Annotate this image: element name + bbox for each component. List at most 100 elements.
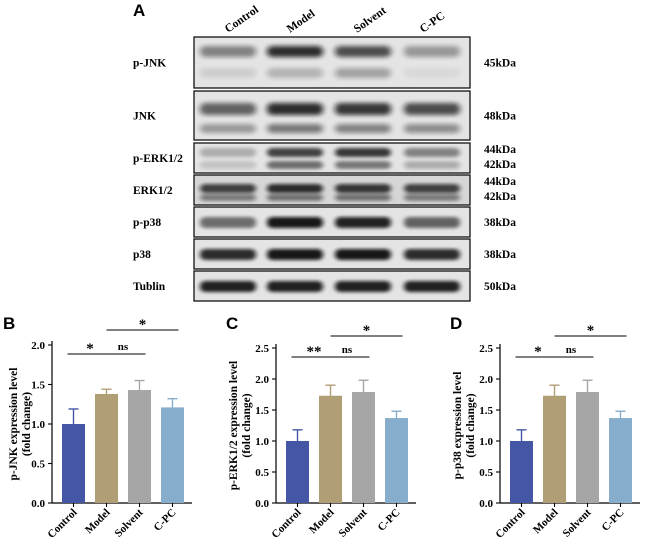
y-tick-label: 1.5: [479, 405, 493, 417]
bar-solvent: [352, 392, 375, 503]
blot-band: [404, 124, 460, 133]
blot-band: [404, 194, 460, 201]
protein-label-tublin: Tublin: [133, 281, 166, 293]
x-tick-label-c-pc: C-PC: [600, 507, 627, 534]
blot-band: [267, 124, 323, 133]
blot-band: [267, 281, 323, 292]
panel-letter-b: B: [3, 314, 16, 333]
blot-band: [267, 46, 323, 57]
panel-letter-a: A: [133, 1, 146, 20]
y-axis-label: p-ERK1/2 expression level(fold change): [228, 361, 253, 490]
significance-label: *: [86, 341, 94, 357]
blot-band: [267, 148, 323, 157]
significance-label: *: [139, 317, 147, 333]
blot-band: [267, 103, 323, 115]
blot-band: [200, 103, 256, 115]
y-tick-label: 1.5: [255, 405, 269, 417]
blot-band: [267, 68, 323, 78]
bar-c-pc: [609, 418, 632, 503]
blot-band: [335, 124, 391, 133]
western-blot-panel: Control Model Solvent C-PC p-JNK 45kDa JNK 48k…: [133, 4, 516, 302]
y-tick-label: 2.5: [255, 343, 269, 355]
x-tick-label-model: Model: [307, 507, 337, 537]
blot-band: [404, 249, 460, 260]
y-tick-label: 0.5: [31, 459, 45, 471]
blot-band: [404, 68, 460, 78]
protein-label-p-jnk: p-JNK: [133, 58, 166, 70]
significance-label: **: [307, 344, 322, 360]
blot-row-p-erk1-2: p-ERK1/2 44kDa 42kDa: [133, 142, 516, 174]
kda-label: 48kDa: [484, 111, 516, 123]
bar-control: [286, 441, 309, 503]
chart-p-erk: p-ERK1/2 expression level(fold change)0.…: [228, 323, 416, 541]
lane-label-solvent: Solvent: [352, 5, 389, 36]
kda-label: 42kDa: [484, 191, 516, 203]
panel-letter-c: C: [226, 314, 239, 333]
x-tick-label-solvent: Solvent: [336, 506, 369, 539]
blot-band: [404, 281, 460, 292]
blot-band: [404, 184, 460, 193]
blot-band: [335, 249, 391, 260]
bar-model: [319, 395, 342, 503]
blot-row-p38: p38 38kDa: [133, 238, 516, 270]
x-tick-label-control: Control: [45, 507, 79, 541]
blot-band: [335, 217, 391, 228]
blot-band: [335, 194, 391, 201]
blot-band: [200, 148, 256, 157]
blot-band: [404, 161, 460, 169]
blot-band: [200, 46, 256, 57]
x-tick-label-solvent: Solvent: [112, 506, 145, 539]
panel-letter-d: D: [450, 314, 463, 333]
x-tick-label-control: Control: [269, 507, 303, 541]
bar-solvent: [576, 392, 599, 503]
significance-label: *: [587, 323, 595, 339]
blot-band: [335, 281, 391, 292]
y-tick-label: 2.0: [31, 340, 45, 352]
x-tick-label-c-pc: C-PC: [376, 507, 403, 534]
kda-label: 44kDa: [484, 144, 516, 156]
blot-band: [267, 194, 323, 201]
blot-band: [335, 103, 391, 115]
x-tick-label-model: Model: [83, 507, 113, 537]
kda-label: 38kDa: [484, 217, 516, 229]
blot-band: [200, 68, 256, 78]
blot-band: [335, 148, 391, 157]
y-tick-label: 0.0: [479, 498, 493, 510]
y-tick-label: 0.5: [255, 467, 269, 479]
blot-row-p-jnk: p-JNK 45kDa: [133, 36, 516, 89]
blot-row-p-p38: p-p38 38kDa: [133, 206, 516, 238]
protein-label-p-erk1-2: p-ERK1/2: [133, 153, 183, 165]
y-tick-label: 1.0: [479, 436, 493, 448]
lane-label-control: Control: [223, 4, 261, 36]
kda-label: 50kDa: [484, 281, 516, 293]
blot-row-jnk: JNK 48kDa: [133, 90, 516, 141]
blot-band: [267, 217, 323, 228]
y-axis-label: p-JNK expression level(fold change): [8, 368, 33, 481]
lane-label-c-pc: C-PC: [418, 10, 447, 36]
blot-band: [200, 161, 256, 169]
blot-band: [267, 249, 323, 260]
blot-band: [404, 148, 460, 157]
bar-c-pc: [161, 407, 184, 503]
bar-control: [510, 441, 533, 503]
significance-label: ns: [118, 341, 129, 353]
chart-p-jnk: p-JNK expression level(fold change) 0.0 0.…: [8, 317, 192, 541]
protein-label-erk1-2: ERK1/2: [133, 185, 173, 197]
y-tick-label: 2.0: [255, 374, 269, 386]
y-tick-label: 1.0: [31, 419, 45, 431]
blot-band: [404, 103, 460, 115]
bar-c-pc: [385, 418, 408, 503]
y-tick-label: 0.0: [31, 498, 45, 510]
blot-band: [404, 46, 460, 57]
blot-band: [404, 217, 460, 228]
y-axis-label: p-p38 expression level(fold change): [452, 372, 477, 480]
y-tick-label: 0.0: [255, 498, 269, 510]
blot-band: [335, 68, 391, 78]
protein-label-p-p38: p-p38: [133, 217, 161, 229]
blot-band: [200, 281, 256, 292]
blot-row-erk1-2: ERK1/2 44kDa 42kDa: [133, 174, 516, 206]
kda-label: 45kDa: [484, 58, 516, 70]
protein-label-p38: p38: [133, 249, 151, 261]
y-tick-label: 1.5: [31, 380, 45, 392]
y-tick-label: 2.0: [479, 374, 493, 386]
